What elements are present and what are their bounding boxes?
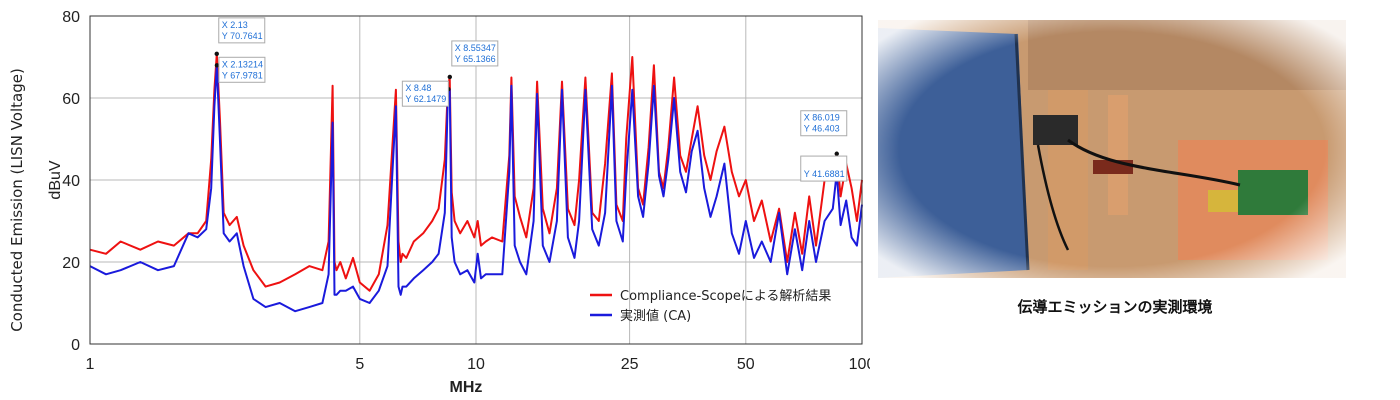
datatip-x: X 2.13214 [222,59,263,69]
legend-label: Compliance-Scopeによる解析結果 [620,289,831,304]
x-tick-label: 25 [621,356,639,373]
series-line-measured [89,64,863,313]
y-tick-label: 20 [62,255,80,272]
photo-caption: 伝導エミッションの実測環境 [1017,298,1213,316]
series-line-simulation [89,52,863,292]
x-axis-label: MHz [450,379,483,396]
datatip-marker [214,51,219,57]
plot-frame [89,15,863,345]
datatip: X 8.48Y 62.1479 [401,80,451,107]
datatip-y: Y 46.403 [804,124,840,134]
datatip-x: X 8.48 [405,83,431,93]
datatip: Y 41.6881 [800,155,848,182]
legend-label: 実測値 (CA) [620,308,691,324]
datatip-x: X 8.55347 [455,43,496,53]
x-tick-label: 100 [849,356,870,373]
datatip-y: Y 70.7641 [222,31,263,41]
datatip-x: X 2.13 [222,20,248,30]
datatip-marker [447,74,453,80]
y-axis-label: dBuV [47,160,64,199]
outer-y-axis-label: Conducted Emission (LISN Voltage) [8,68,26,332]
x-tick-label: 1 [86,356,95,373]
datatip-x: X 86.019 [804,113,840,123]
series-lines [89,52,863,313]
datatip-y: Y 65.1366 [455,54,496,64]
y-tick-label: 60 [62,91,80,108]
y-tick-label: 80 [62,9,80,26]
x-tick-label: 5 [355,356,364,373]
x-tick-labels: 1 5 10 25 50 100 [86,356,870,373]
measurement-setup-photo [878,20,1346,278]
datatip: X 2.13Y 70.7641 [214,17,266,57]
y-tick-label: 40 [62,173,80,190]
x-tick-label: 50 [737,356,755,373]
datatip-marker [214,63,220,68]
datatip-y: Y 67.9781 [222,70,263,80]
datatip-marker [834,151,839,156]
datatip-y: Y 41.6881 [804,169,845,179]
y-tick-label: 0 [71,337,80,354]
x-tick-label: 10 [467,356,485,373]
datatip-y: Y 62.1479 [405,94,446,104]
y-tick-labels: 0 20 40 60 80 [62,9,80,354]
